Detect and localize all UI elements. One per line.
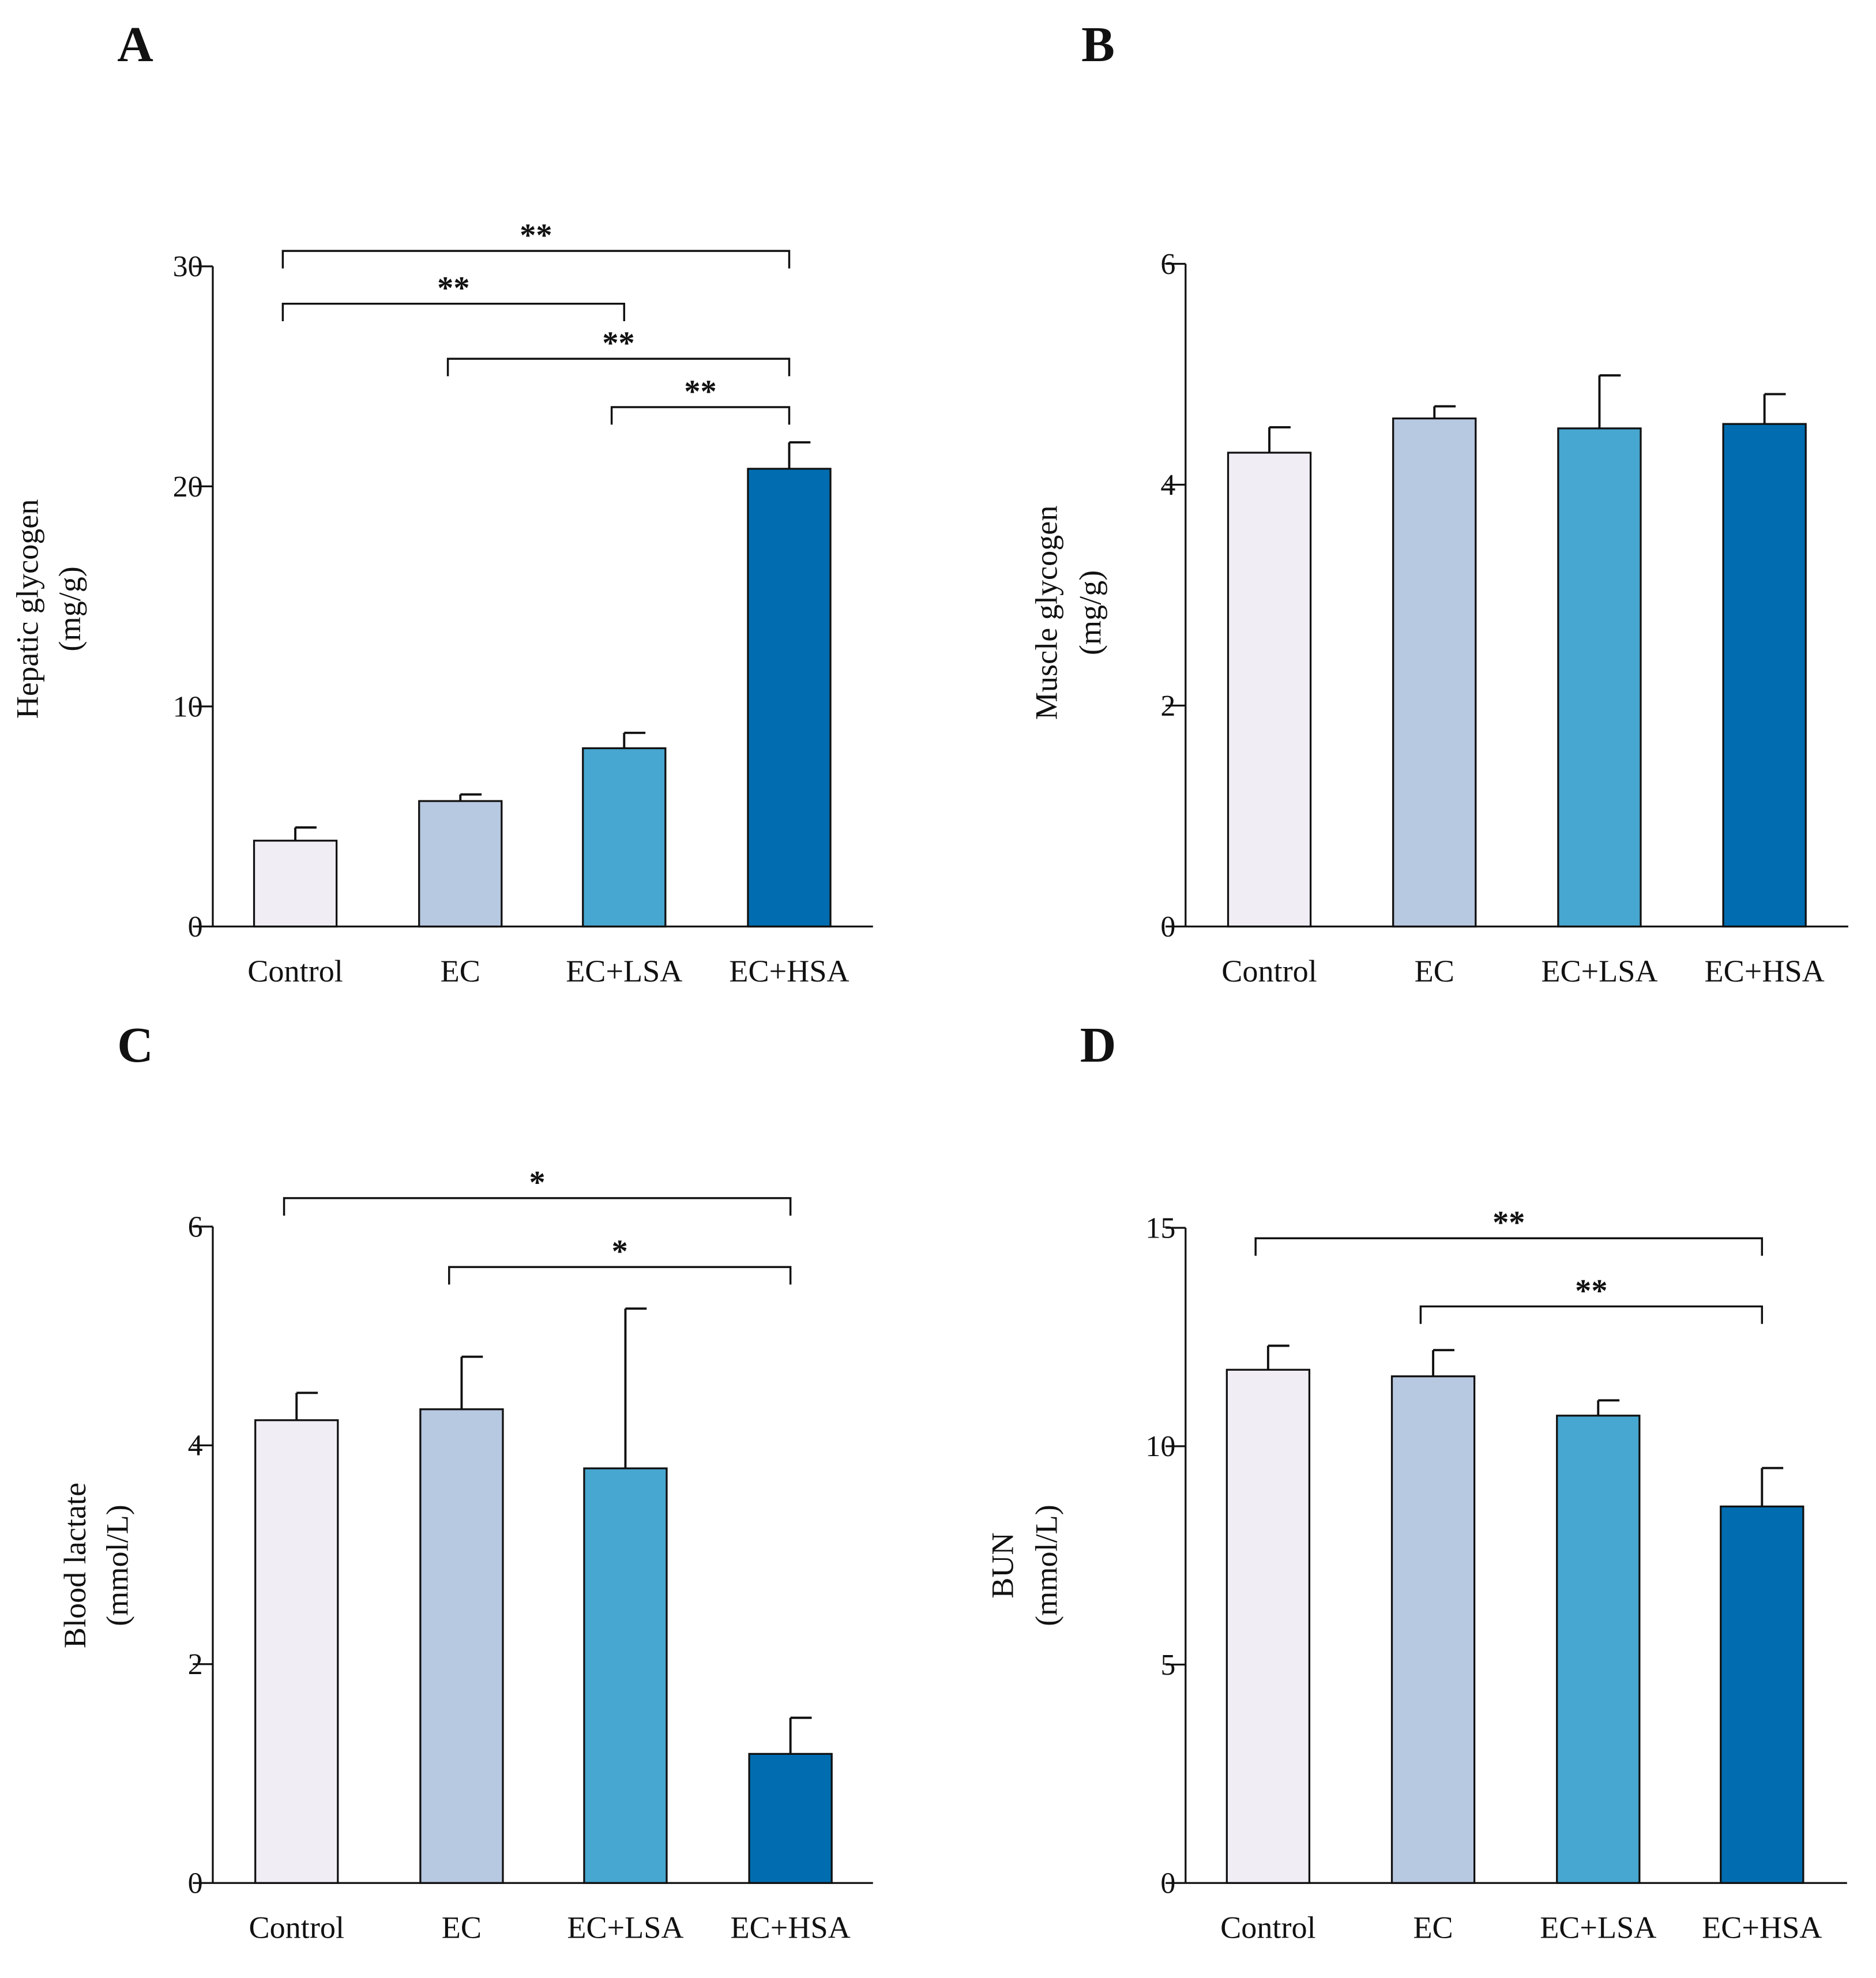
bar-ec-lsa xyxy=(1556,1415,1641,1884)
bar-ec-lsa xyxy=(583,1467,668,1884)
significance-label: * xyxy=(612,1234,628,1269)
y-axis-label: (mg/g) xyxy=(52,566,87,651)
bar-ec-hsa xyxy=(1720,1505,1804,1884)
bar-ec-hsa xyxy=(748,1753,833,1884)
y-tick-label: 4 xyxy=(1160,469,1175,502)
bar-ec-hsa xyxy=(747,468,832,928)
significance-label: ** xyxy=(684,374,716,409)
x-tick-label: EC xyxy=(1415,954,1454,988)
x-tick-label: EC+LSA xyxy=(1541,954,1657,988)
bar-ec-hsa xyxy=(1722,423,1807,928)
y-tick-label: 6 xyxy=(1160,248,1175,281)
panel-c: C 0 2 4 6 Blood lactate (mmol/L) Control EC EC+LS… xyxy=(58,1017,873,1945)
y-axis-label: Muscle glycogen xyxy=(1029,506,1063,720)
significance-label: ** xyxy=(437,270,469,306)
y-axis-label: Hepatic glycogen xyxy=(10,499,44,719)
significance-bracket xyxy=(281,250,791,269)
y-axis-label: (mg/g) xyxy=(1073,570,1107,655)
x-tick-label: EC+LSA xyxy=(567,1911,683,1945)
significance-label: ** xyxy=(602,325,634,361)
panel-label: B xyxy=(1081,17,1115,72)
y-tick-label: 0 xyxy=(188,911,203,943)
x-tick-label: EC xyxy=(1413,1911,1453,1945)
y-tick-label: 5 xyxy=(1160,1649,1175,1682)
y-axis-label: (mmol/L) xyxy=(100,1505,135,1626)
x-tick-label: Control xyxy=(1221,954,1317,988)
significance-bracket xyxy=(281,302,626,322)
significance-bracket xyxy=(1419,1305,1764,1324)
x-tick-label: Control xyxy=(247,954,343,988)
bar-control xyxy=(1227,452,1312,928)
x-tick-label: EC+LSA xyxy=(566,954,682,988)
y-axis-label: (mmol/L) xyxy=(1029,1505,1063,1626)
y-tick-label: 30 xyxy=(173,250,203,283)
bar-control xyxy=(254,1419,339,1884)
x-tick-label: EC+HSA xyxy=(731,1911,851,1945)
y-tick-label: 10 xyxy=(1145,1430,1175,1463)
y-tick-label: 20 xyxy=(173,471,203,503)
panel-b: B 0 2 4 6 Muscle glycogen (mg/g) Control EC EC+LS… xyxy=(1029,17,1848,988)
significance-label: ** xyxy=(1575,1273,1607,1309)
x-tick-label: EC+HSA xyxy=(1705,954,1825,988)
panel-d: D 0 5 10 15 BUN (mmol/L) Control EC EC+LSA EC+HSA *… xyxy=(986,1017,1847,1945)
significance-bracket xyxy=(448,1266,792,1285)
significance-label: ** xyxy=(1492,1205,1525,1241)
y-tick-label: 0 xyxy=(1160,911,1175,943)
significance-bracket xyxy=(610,406,791,425)
panel-label: D xyxy=(1080,1017,1116,1073)
x-tick-label: EC+LSA xyxy=(1540,1911,1656,1945)
y-tick-label: 0 xyxy=(188,1867,203,1900)
y-tick-label: 15 xyxy=(1145,1212,1175,1244)
y-axis-label: Blood lactate xyxy=(58,1483,92,1648)
panel-label: A xyxy=(117,17,153,72)
significance-bracket xyxy=(283,1197,792,1216)
y-tick-label: 2 xyxy=(1160,690,1175,723)
y-axis-label: BUN xyxy=(986,1532,1020,1598)
y-tick-label: 10 xyxy=(173,690,203,723)
significance-label: * xyxy=(529,1165,546,1201)
x-tick-label: Control xyxy=(249,1911,344,1945)
bar-ec xyxy=(419,1408,504,1884)
x-tick-label: EC+HSA xyxy=(1702,1911,1822,1945)
x-tick-label: EC+HSA xyxy=(729,954,849,988)
y-tick-label: 2 xyxy=(188,1648,203,1681)
bar-control xyxy=(253,840,338,928)
significance-bracket xyxy=(446,358,791,377)
bar-ec-lsa xyxy=(1557,427,1642,928)
panel-label: C xyxy=(117,1017,153,1073)
bar-ec-lsa xyxy=(582,747,667,928)
x-tick-label: EC xyxy=(442,1911,482,1945)
bar-ec xyxy=(1390,1375,1476,1884)
panel-a: A 0 10 20 30 Hepatic glycogen (mg/g) Control EC E… xyxy=(10,17,873,988)
bar-ec xyxy=(418,800,503,928)
y-tick-label: 6 xyxy=(188,1210,203,1243)
bar-control xyxy=(1225,1368,1311,1884)
x-tick-label: EC xyxy=(441,954,480,988)
y-tick-label: 0 xyxy=(1160,1867,1175,1900)
bar-ec xyxy=(1392,417,1477,928)
y-tick-label: 4 xyxy=(188,1430,203,1462)
significance-bracket xyxy=(1254,1237,1764,1256)
x-tick-label: Control xyxy=(1220,1911,1316,1945)
significance-label: ** xyxy=(520,217,552,253)
